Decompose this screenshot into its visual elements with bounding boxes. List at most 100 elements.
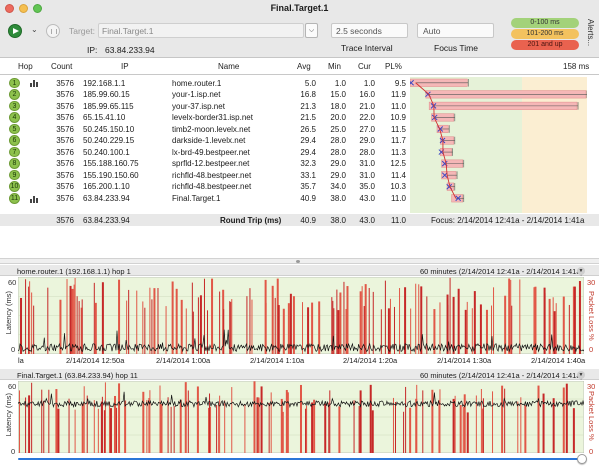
col-count[interactable]: Count xyxy=(51,62,73,71)
col-min[interactable]: Min xyxy=(328,62,341,71)
bar-chart-icon[interactable] xyxy=(30,195,39,203)
packet-loss-bar xyxy=(305,408,308,453)
packet-loss-bar xyxy=(33,305,35,354)
packet-loss-bar xyxy=(222,289,225,354)
alerts-button[interactable]: Alerts... xyxy=(586,19,595,47)
zoom-window-button[interactable] xyxy=(33,4,42,13)
packet-loss-bar xyxy=(124,400,127,453)
packet-loss-bar xyxy=(277,305,280,354)
table-row[interactable]: 10 3576 165.200.1.10 richfld-48.bestpeer.ne… xyxy=(0,181,599,193)
timeline-scroller[interactable] xyxy=(18,454,587,464)
chevron-down-icon[interactable]: ⌄ xyxy=(31,25,38,34)
close-window-button[interactable] xyxy=(5,4,14,13)
packet-loss-bar xyxy=(464,309,467,354)
col-pl[interactable]: PL% xyxy=(385,62,402,71)
splitter-grip-icon[interactable] xyxy=(296,260,300,263)
table-row[interactable]: 5 3576 50.245.150.10 timb2-moon.levelx.net 2… xyxy=(0,123,599,135)
timeline-graph-title: Final.Target.1 (63.84.233.94) hop 11 xyxy=(17,370,138,380)
packet-loss-bar xyxy=(100,401,103,453)
packet-loss-bar xyxy=(219,291,221,354)
packet-loss-bar xyxy=(165,306,167,354)
packet-loss-bar xyxy=(114,395,117,453)
min-cell: 28.0 xyxy=(330,147,346,157)
chevron-down-icon[interactable]: ▼ xyxy=(577,266,585,275)
packet-loss-bar xyxy=(572,286,575,354)
hop-number-badge: 6 xyxy=(9,135,20,146)
packet-loss-bar xyxy=(524,405,527,453)
table-row[interactable]: 6 3576 50.240.229.15 darkside-1.levelx.net 2… xyxy=(0,135,599,147)
target-input[interactable]: Final.Target.1 xyxy=(98,23,304,38)
col-avg[interactable]: Avg xyxy=(297,62,311,71)
play-icon[interactable] xyxy=(8,24,22,38)
minimize-window-button[interactable] xyxy=(19,4,28,13)
packet-loss-bar xyxy=(81,403,84,453)
packet-loss-bar xyxy=(399,288,401,354)
pause-icon[interactable] xyxy=(46,24,60,38)
window-title: Final.Target.1 xyxy=(270,3,329,13)
table-row[interactable]: 2 3576 185.99.60.15 your-1.isp.net 16.8 15.0 1… xyxy=(0,89,599,101)
name-cell: timb2-moon.levelx.net xyxy=(172,124,251,134)
timeline-range-select[interactable]: 60 minutes (2/14/2014 12:41a - 2/14/2014… xyxy=(419,266,583,276)
pane-splitter[interactable] xyxy=(0,258,599,264)
packet-loss-bar xyxy=(420,286,423,354)
col-name[interactable]: Name xyxy=(218,62,240,71)
ip-cell: 65.15.41.10 xyxy=(83,113,126,123)
packet-loss-bar xyxy=(369,384,372,453)
col-cur[interactable]: Cur xyxy=(358,62,371,71)
table-row[interactable]: 11 3576 63.84.233.94 Final.Target.1 40.9 38.0… xyxy=(0,193,599,205)
packet-loss-bar xyxy=(363,306,366,354)
table-row[interactable]: 4 3576 65.15.41.10 levelx-border31.isp.net 2… xyxy=(0,112,599,124)
table-row[interactable]: 7 3576 50.240.100.1 lx-brd-49.bestpeer.net 2… xyxy=(0,146,599,158)
table-row[interactable]: 1 3576 192.168.1.1 home.router.1 5.0 1.0 1.0 9.… xyxy=(0,77,599,89)
latency-timeline-plot[interactable] xyxy=(18,277,584,354)
focus-time-select[interactable]: Auto xyxy=(417,23,494,38)
col-ip[interactable]: IP xyxy=(121,62,129,71)
packet-loss-bar xyxy=(393,306,395,354)
loss-max-label: 30 xyxy=(587,278,596,287)
packet-loss-bar xyxy=(271,285,274,354)
bar-chart-icon[interactable] xyxy=(30,79,39,87)
chevron-down-icon[interactable]: ▼ xyxy=(577,370,585,379)
scroller-track[interactable] xyxy=(18,458,585,460)
packet-loss-bar xyxy=(371,410,374,453)
packet-loss-bar xyxy=(459,404,462,453)
name-cell: richfld-48.bestpeer.net xyxy=(172,170,252,180)
packet-loss-bar xyxy=(94,302,97,354)
packet-loss-bar xyxy=(466,412,469,453)
table-header: Hop Count IP Name Avg Min Cur PL% 158 ms xyxy=(0,58,599,75)
packet-loss-bar xyxy=(274,297,276,354)
packet-loss-bar xyxy=(286,392,289,453)
latency-timeline-plot[interactable] xyxy=(18,381,584,453)
col-hop[interactable]: Hop xyxy=(18,62,33,71)
packet-loss-bar xyxy=(452,296,455,354)
packet-loss-bar xyxy=(73,284,75,354)
packet-loss-bar xyxy=(358,406,360,453)
packet-loss-bar xyxy=(210,406,212,453)
packet-loss-bar xyxy=(299,384,302,453)
latency-line xyxy=(18,329,584,353)
packet-loss-bar xyxy=(415,398,418,453)
table-row[interactable]: 9 3576 155.190.150.60 richfld-48.bestpeer.n… xyxy=(0,169,599,181)
packet-loss-bar xyxy=(187,390,189,453)
y-min-label: 0 xyxy=(11,345,16,354)
round-trip-row: 3576 63.84.233.94 Round Trip (ms) 40.9 3… xyxy=(0,214,599,226)
hop-number-badge: 10 xyxy=(9,181,20,192)
latency-line xyxy=(18,391,584,409)
trace-interval-select[interactable]: 2.5 seconds xyxy=(331,23,408,38)
packet-loss-bar xyxy=(153,288,156,354)
timeline-range-select[interactable]: 60 minutes (2/14/2014 12:41a - 2/14/2014… xyxy=(419,370,583,380)
packet-loss-bar xyxy=(93,282,95,354)
table-row[interactable]: 8 3576 155.188.160.75 sprfld-12.bestpeer.ne… xyxy=(0,158,599,170)
packet-loss-bar xyxy=(368,287,370,354)
cur-cell: 31.0 xyxy=(359,170,375,180)
packet-loss-bar xyxy=(508,278,511,354)
chevron-updown-icon[interactable]: ⌵ xyxy=(305,23,318,38)
packet-loss-bar xyxy=(207,310,209,354)
packet-loss-bar xyxy=(364,284,367,354)
packet-loss-bar xyxy=(229,301,231,354)
table-row[interactable]: 3 3576 185.99.65.115 your-37.isp.net 21.3 18.… xyxy=(0,100,599,112)
packet-loss-bar xyxy=(29,281,31,354)
count-cell: 3576 xyxy=(56,113,74,123)
packet-loss-bar xyxy=(457,288,460,354)
scroller-handle[interactable] xyxy=(577,454,587,464)
